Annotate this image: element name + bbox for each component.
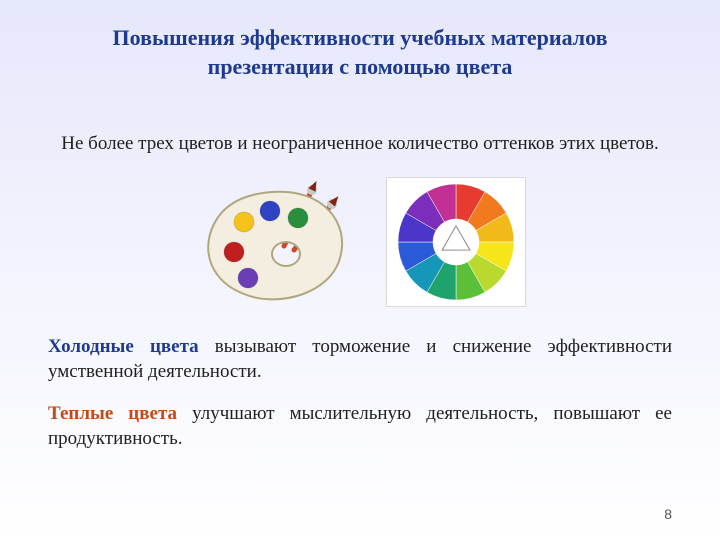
intro-text: Не более трех цветов и неограниченное ко… bbox=[48, 131, 672, 157]
color-wheel-figure bbox=[386, 177, 526, 307]
color-wheel-icon bbox=[386, 177, 526, 307]
images-row bbox=[48, 177, 672, 307]
warm-colors-lead: Теплые цвета bbox=[48, 403, 177, 424]
cold-colors-paragraph: Холодные цвета вызывают торможение и сни… bbox=[48, 335, 672, 384]
warm-colors-paragraph: Теплые цвета улучшают мыслительную деяте… bbox=[48, 402, 672, 451]
slide-title: Повышения эффективности учебных материал… bbox=[48, 24, 672, 81]
page-number: 8 bbox=[664, 506, 672, 522]
slide: Повышения эффективности учебных материал… bbox=[0, 0, 720, 540]
cold-colors-lead: Холодные цвета bbox=[48, 336, 199, 357]
palette-icon bbox=[194, 178, 354, 306]
palette-figure bbox=[194, 178, 354, 306]
